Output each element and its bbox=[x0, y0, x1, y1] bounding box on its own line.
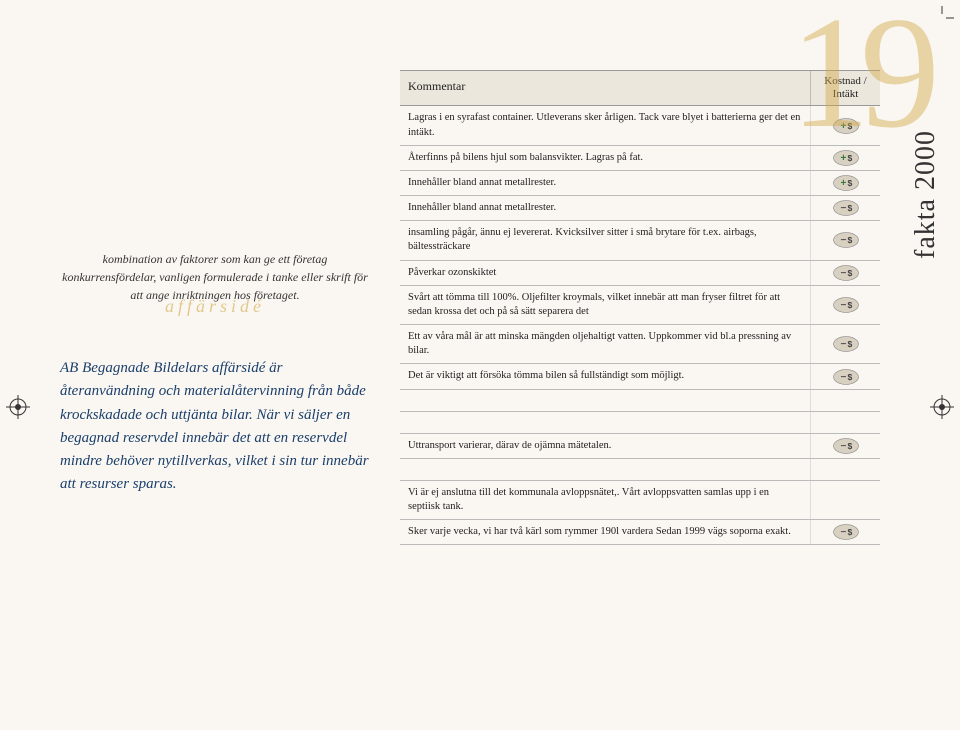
comment-cell: Vi är ej anslutna till det kommunala avl… bbox=[400, 481, 810, 519]
registration-mark-icon bbox=[6, 395, 30, 419]
cost-cell bbox=[810, 459, 880, 480]
income-icon: + $ bbox=[832, 174, 860, 192]
svg-text:$: $ bbox=[847, 236, 852, 246]
svg-text:−: − bbox=[840, 236, 846, 247]
svg-text:−: − bbox=[840, 339, 846, 350]
cost-icon: − $ bbox=[832, 199, 860, 217]
table-body: Lagras i en syrafast container. Utlevera… bbox=[400, 106, 880, 545]
cost-cell: − $ bbox=[810, 196, 880, 220]
cost-cell: − $ bbox=[810, 221, 880, 259]
comment-cell: Lagras i en syrafast container. Utlevera… bbox=[400, 106, 810, 144]
cost-cell: − $ bbox=[810, 325, 880, 363]
table-row: Vi är ej anslutna till det kommunala avl… bbox=[400, 481, 880, 520]
page-number: 19 bbox=[790, 0, 930, 165]
table-row bbox=[400, 459, 880, 481]
comment-cell: Innehåller bland annat metallrester. bbox=[400, 196, 810, 220]
svg-text:$: $ bbox=[847, 441, 852, 451]
cost-icon: − $ bbox=[832, 437, 860, 455]
cost-icon: − $ bbox=[832, 368, 860, 386]
comment-cell: Innehåller bland annat metallrester. bbox=[400, 171, 810, 195]
cost-cell: − $ bbox=[810, 261, 880, 285]
table-row: insamling pågår, ännu ej levererat. Kvic… bbox=[400, 221, 880, 260]
svg-text:−: − bbox=[840, 268, 846, 279]
comment-cell bbox=[400, 459, 810, 480]
cost-cell: − $ bbox=[810, 364, 880, 388]
comment-cell: Uttransport varierar, därav de ojämna mä… bbox=[400, 434, 810, 458]
table-row: Uttransport varierar, därav de ojämna mä… bbox=[400, 434, 880, 459]
cost-icon: − $ bbox=[832, 264, 860, 282]
table-row: Ett av våra mål är att minska mängden ol… bbox=[400, 325, 880, 364]
cost-cell bbox=[810, 412, 880, 433]
svg-text:$: $ bbox=[847, 268, 852, 278]
cost-cell: − $ bbox=[810, 520, 880, 544]
comment-cell: Svårt att tömma till 100%. Oljefilter kr… bbox=[400, 286, 810, 324]
svg-text:−: − bbox=[840, 441, 846, 452]
table-row: Innehåller bland annat metallrester. + $ bbox=[400, 171, 880, 196]
svg-text:$: $ bbox=[847, 300, 852, 310]
table-row: Svårt att tömma till 100%. Oljefilter kr… bbox=[400, 286, 880, 325]
comment-cell: Återfinns på bilens hjul som balansvikte… bbox=[400, 146, 810, 170]
table-row bbox=[400, 412, 880, 434]
table-row: Det är viktigt att försöka tömma bilen s… bbox=[400, 364, 880, 389]
svg-text:−: − bbox=[840, 527, 846, 538]
cost-cell bbox=[810, 390, 880, 411]
comment-cell bbox=[400, 390, 810, 411]
crop-mark-icon bbox=[930, 6, 954, 30]
table-row: Innehåller bland annat metallrester. − $ bbox=[400, 196, 880, 221]
table-row bbox=[400, 390, 880, 412]
svg-text:$: $ bbox=[847, 339, 852, 349]
registration-mark-icon bbox=[930, 395, 954, 419]
side-label: fakta 2000 bbox=[910, 130, 942, 259]
cost-cell: − $ bbox=[810, 434, 880, 458]
svg-text:−: − bbox=[840, 300, 846, 311]
cost-cell: − $ bbox=[810, 286, 880, 324]
cost-cell bbox=[810, 481, 880, 519]
table-row: Påverkar ozonskiktet − $ bbox=[400, 261, 880, 286]
comment-cell: insamling pågår, ännu ej levererat. Kvic… bbox=[400, 221, 810, 259]
svg-text:$: $ bbox=[847, 178, 852, 188]
svg-text:$: $ bbox=[847, 527, 852, 537]
comment-cell: Påverkar ozonskiktet bbox=[400, 261, 810, 285]
comment-cell: Sker varje vecka, vi har två kärl som ry… bbox=[400, 520, 810, 544]
svg-text:$: $ bbox=[847, 203, 852, 213]
left-column: kombination av faktorer som kan ge ett f… bbox=[60, 70, 400, 690]
column-header-comment: Kommentar bbox=[400, 71, 810, 105]
cost-icon: − $ bbox=[832, 231, 860, 249]
cost-cell: + $ bbox=[810, 171, 880, 195]
svg-text:−: − bbox=[840, 372, 846, 383]
svg-text:+: + bbox=[840, 178, 846, 189]
comment-cell bbox=[400, 412, 810, 433]
svg-text:$: $ bbox=[847, 372, 852, 382]
mission-text: AB Begagnade Bildelars affärsidé är åter… bbox=[60, 357, 370, 497]
table-row: Sker varje vecka, vi har två kärl som ry… bbox=[400, 520, 880, 545]
comment-cell: Det är viktigt att försöka tömma bilen s… bbox=[400, 364, 810, 388]
comment-cell: Ett av våra mål är att minska mängden ol… bbox=[400, 325, 810, 363]
cost-icon: − $ bbox=[832, 296, 860, 314]
svg-text:−: − bbox=[840, 203, 846, 214]
cost-icon: − $ bbox=[832, 335, 860, 353]
cost-icon: − $ bbox=[832, 523, 860, 541]
watermark-label: affärsidé bbox=[60, 296, 370, 317]
